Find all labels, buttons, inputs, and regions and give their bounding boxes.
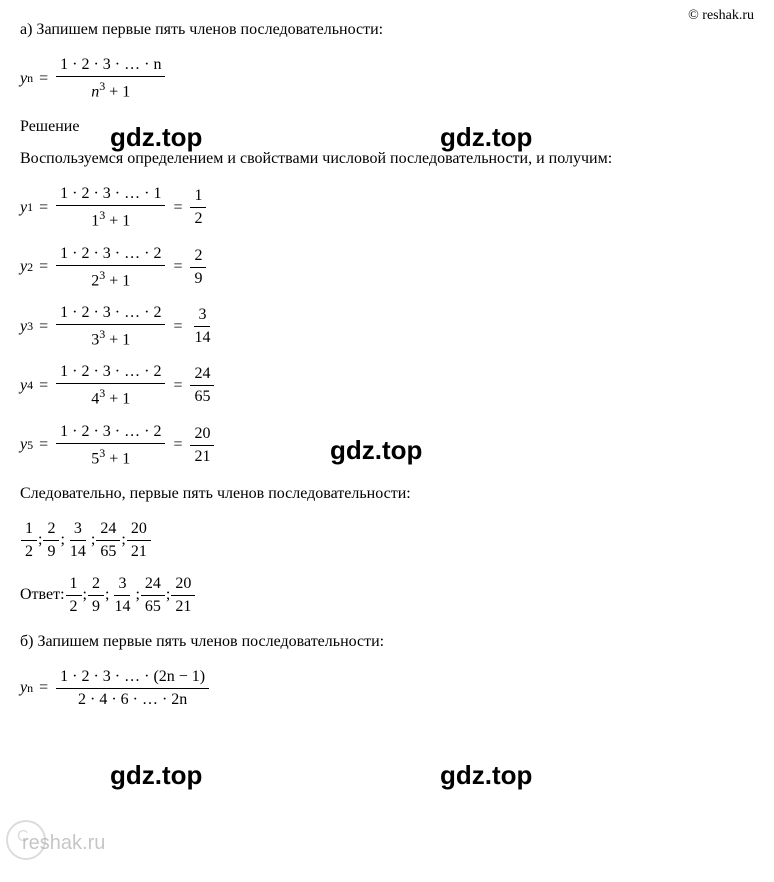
seq-fraction: 12 bbox=[21, 520, 37, 561]
term-den: 33 + 1 bbox=[87, 325, 134, 349]
result-num: 1 bbox=[190, 187, 206, 208]
seq-fraction: 2021 bbox=[127, 520, 151, 561]
result-num: 20 bbox=[190, 425, 214, 446]
term-num: 1 · 2 · 3 · … · 2 bbox=[56, 304, 165, 325]
seq-fraction: 314 bbox=[66, 520, 90, 561]
result-den: 14 bbox=[190, 327, 214, 347]
term-sub: 3 bbox=[27, 319, 33, 334]
term-formula: y1=1 · 2 · 3 · … · 113 + 1=12 bbox=[20, 185, 754, 230]
equals-sign: = bbox=[173, 318, 182, 336]
term-num: 1 · 2 · 3 · … · 2 bbox=[56, 245, 165, 266]
formula-lhs-sub: n bbox=[27, 71, 33, 86]
equals-sign: = bbox=[173, 436, 182, 454]
separator: ; bbox=[60, 531, 64, 549]
result-num: 3 bbox=[194, 306, 210, 327]
copyright-label: © reshak.ru bbox=[688, 8, 754, 24]
term-formula: y2=1 · 2 · 3 · … · 223 + 1=29 bbox=[20, 245, 754, 290]
separator: ; bbox=[105, 586, 109, 604]
term-sub: 4 bbox=[27, 378, 33, 393]
equals-sign: = bbox=[39, 199, 48, 217]
reshak-circle-icon: C bbox=[6, 820, 46, 860]
separator: ; bbox=[83, 586, 87, 604]
reshak-watermark: reshak.ru bbox=[22, 832, 105, 855]
equals-sign: = bbox=[39, 679, 48, 697]
term-den: 13 + 1 bbox=[87, 206, 134, 230]
equals-sign: = bbox=[39, 258, 48, 276]
term-var: y bbox=[20, 318, 27, 336]
term-num: 1 · 2 · 3 · … · 1 bbox=[56, 185, 165, 206]
explanation-text: Воспользуемся определением и свойствами … bbox=[20, 147, 754, 171]
main-formula-b: yn = 1 · 2 · 3 · … · (2n − 1) 2 · 4 · 6 … bbox=[20, 668, 754, 709]
frac-den: n3 + 1 bbox=[87, 77, 134, 101]
term-var: y bbox=[20, 258, 27, 276]
term-num: 1 · 2 · 3 · … · 2 bbox=[56, 423, 165, 444]
result-den: 9 bbox=[190, 268, 206, 288]
term-sub: 1 bbox=[27, 200, 33, 215]
answer-fraction: 2465 bbox=[141, 575, 165, 616]
separator: ; bbox=[91, 531, 95, 549]
result-den: 2 bbox=[190, 208, 206, 228]
term-den: 43 + 1 bbox=[87, 384, 134, 408]
consequence-text: Следовательно, первые пять членов послед… bbox=[20, 482, 754, 506]
equals-sign: = bbox=[173, 199, 182, 217]
result-den: 21 bbox=[190, 446, 214, 466]
watermark-text: gdz.top bbox=[440, 760, 532, 791]
answer-line: Ответ: 12 ; 29 ; 314 ; 2465 ; 2021 bbox=[20, 575, 754, 616]
equals-sign: = bbox=[39, 318, 48, 336]
term-formula: y5 = 1 · 2 · 3 · … · 253 + 1 = 2021 bbox=[20, 423, 754, 468]
seq-fraction: 2465 bbox=[96, 520, 120, 561]
term-formula: y3=1 · 2 · 3 · … · 233 + 1=314 bbox=[20, 304, 754, 349]
part-a-heading: а) Запишем первые пять членов последоват… bbox=[20, 18, 754, 42]
term-num: 1 · 2 · 3 · … · 2 bbox=[56, 363, 165, 384]
seq-fraction: 29 bbox=[43, 520, 59, 561]
solution-label: Решение bbox=[20, 115, 754, 139]
result-num: 2 bbox=[190, 247, 206, 268]
sequence-list: 12 ; 29 ; 314 ; 2465 ; 2021 bbox=[20, 520, 754, 561]
watermark-text: gdz.top bbox=[110, 760, 202, 791]
answer-label: Ответ: bbox=[20, 586, 65, 604]
term-den: 23 + 1 bbox=[87, 266, 134, 290]
formula-b-lhs-var: y bbox=[20, 679, 27, 697]
formula-b-lhs-sub: n bbox=[27, 681, 33, 696]
result-num: 24 bbox=[190, 365, 214, 386]
term-den: 53 + 1 bbox=[87, 444, 134, 468]
term-var: y bbox=[20, 377, 27, 395]
answer-fraction: 29 bbox=[88, 575, 104, 616]
separator: ; bbox=[38, 531, 42, 549]
equals-sign: = bbox=[39, 436, 48, 454]
part-b-heading: б) Запишем первые пять членов последоват… bbox=[20, 630, 754, 654]
term-var: y bbox=[20, 436, 27, 454]
equals-sign: = bbox=[173, 377, 182, 395]
equals-sign: = bbox=[39, 377, 48, 395]
frac-b-num: 1 · 2 · 3 · … · (2n − 1) bbox=[56, 668, 209, 689]
equals-sign: = bbox=[173, 258, 182, 276]
separator: ; bbox=[121, 531, 125, 549]
separator: ; bbox=[135, 586, 139, 604]
answer-fraction: 314 bbox=[110, 575, 134, 616]
term-sub: 5 bbox=[27, 438, 33, 453]
result-den: 65 bbox=[190, 386, 214, 406]
answer-fraction: 2021 bbox=[171, 575, 195, 616]
frac-b-den: 2 · 4 · 6 · … · 2n bbox=[74, 689, 191, 709]
formula-lhs-var: y bbox=[20, 70, 27, 88]
separator: ; bbox=[166, 586, 170, 604]
term-var: y bbox=[20, 199, 27, 217]
equals-sign: = bbox=[39, 70, 48, 88]
frac-num: 1 · 2 · 3 · … · n bbox=[56, 56, 165, 77]
term-sub: 2 bbox=[27, 260, 33, 275]
term-formula: y4 = 1 · 2 · 3 · … · 243 + 1 = 2465 bbox=[20, 363, 754, 408]
main-formula-a: yn = 1 · 2 · 3 · … · n n3 + 1 bbox=[20, 56, 754, 101]
answer-fraction: 12 bbox=[66, 575, 82, 616]
